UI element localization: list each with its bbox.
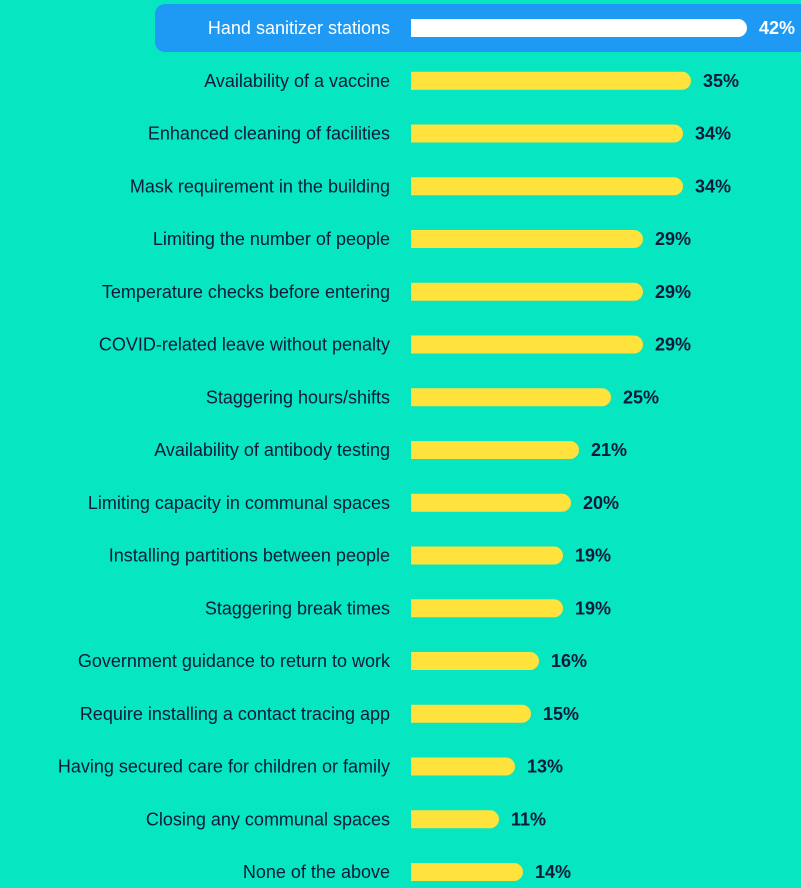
category-label-1: Availability of a vaccine	[204, 71, 390, 91]
bar-1	[411, 71, 691, 90]
bar-7	[411, 388, 612, 407]
category-label-14: Having secured care for children or fami…	[58, 757, 390, 777]
bar-5	[411, 282, 643, 301]
bar-8	[411, 441, 579, 459]
category-label-13: Require installing a contact tracing app	[80, 704, 390, 724]
bars-layer	[411, 19, 747, 881]
category-label-12: Government guidance to return to work	[78, 651, 391, 671]
bar-3	[411, 177, 684, 196]
value-label-3: 34%	[695, 176, 731, 196]
category-label-2: Enhanced cleaning of facilities	[148, 124, 390, 144]
value-label-0: 42%	[759, 18, 795, 38]
category-label-9: Limiting capacity in communal spaces	[88, 493, 390, 513]
bar-10	[411, 546, 563, 565]
value-label-9: 20%	[583, 493, 619, 513]
bar-15	[411, 810, 500, 829]
bar-14	[411, 757, 515, 776]
value-label-1: 35%	[703, 71, 739, 91]
bar-11	[411, 599, 563, 618]
value-label-5: 29%	[655, 282, 691, 302]
category-label-15: Closing any communal spaces	[146, 809, 390, 829]
value-label-6: 29%	[655, 335, 691, 355]
value-label-8: 21%	[591, 440, 627, 460]
bar-12	[411, 652, 539, 670]
bar-0	[411, 19, 747, 37]
value-label-7: 25%	[623, 387, 659, 407]
category-label-4: Limiting the number of people	[153, 229, 390, 249]
category-label-7: Staggering hours/shifts	[206, 387, 390, 407]
category-label-3: Mask requirement in the building	[130, 176, 390, 196]
value-label-16: 14%	[535, 862, 571, 882]
value-label-10: 19%	[575, 546, 611, 566]
category-label-6: COVID-related leave without penalty	[99, 335, 390, 355]
category-label-11: Staggering break times	[205, 598, 390, 618]
bar-2	[411, 124, 684, 143]
value-label-12: 16%	[551, 651, 587, 671]
value-label-13: 15%	[543, 704, 579, 724]
value-label-14: 13%	[527, 757, 563, 777]
bar-4	[411, 230, 643, 248]
value-label-11: 19%	[575, 598, 611, 618]
bar-16	[411, 863, 523, 881]
category-label-10: Installing partitions between people	[109, 546, 390, 566]
category-label-8: Availability of antibody testing	[154, 440, 390, 460]
value-label-4: 29%	[655, 229, 691, 249]
value-label-2: 34%	[695, 124, 731, 144]
bar-6	[411, 335, 643, 354]
bar-9	[411, 493, 571, 512]
category-label-0: Hand sanitizer stations	[208, 18, 390, 38]
value-label-15: 11%	[511, 809, 546, 829]
labels-layer: Hand sanitizer stations 42% Availability o…	[58, 18, 795, 882]
category-label-5: Temperature checks before entering	[102, 282, 390, 302]
bar-13	[411, 704, 531, 723]
category-label-16: None of the above	[243, 862, 390, 882]
